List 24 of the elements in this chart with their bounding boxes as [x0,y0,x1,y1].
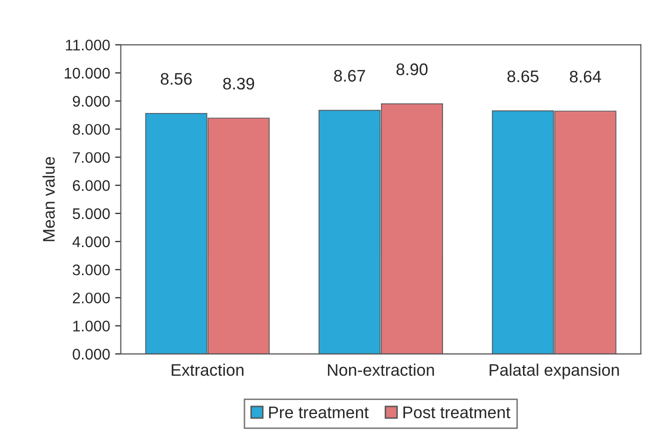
y-tick-label: 5.000 [72,208,110,220]
y-tick-label: 3.000 [72,264,110,276]
y-axis-title: Mean value [42,157,55,242]
y-tick-label: 8.000 [72,124,110,135]
y-tick-label: 4.000 [72,236,110,248]
data-label: 8.56 [160,72,192,85]
y-tick-label: 6.000 [72,180,110,191]
y-tick-label: 11.000 [66,40,110,50]
data-label: 8.64 [570,70,602,83]
x-tick-label: Non-extraction [328,364,434,376]
data-label: 8.39 [223,78,254,90]
y-tick-label: 7.000 [72,152,110,163]
y-tick-label: 10.000 [64,68,110,79]
legend-label: Post treatment [403,406,510,418]
x-tick-label: Extraction [172,364,244,376]
data-label: 8.90 [396,63,428,76]
data-label: 8.67 [334,70,365,82]
y-tick-label: 1.000 [73,320,110,332]
y-tick-label: 2.000 [72,292,110,304]
y-tick-label: 9.000 [72,96,110,107]
y-tick-label: 0.000 [72,348,110,360]
x-tick-label: Palatal expansion [490,364,619,380]
legend-label: Pre treatment [269,406,369,418]
data-label: 8.65 [507,70,538,82]
